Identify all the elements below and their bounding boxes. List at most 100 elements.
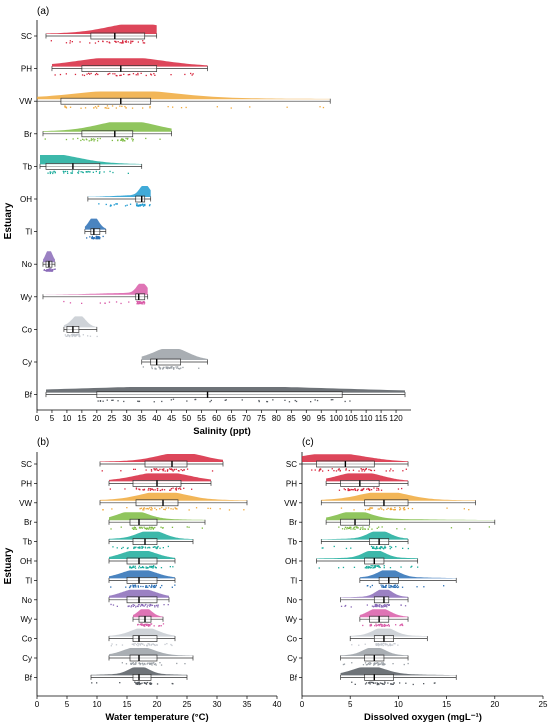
rain-point xyxy=(369,469,372,471)
rain-point xyxy=(144,546,146,548)
rain-point xyxy=(147,508,149,510)
rain-point xyxy=(115,203,117,205)
density-cloud xyxy=(91,667,187,676)
rain-point xyxy=(132,40,134,42)
rain-point xyxy=(143,526,145,528)
rain-point xyxy=(150,566,152,569)
rain-point xyxy=(392,683,394,685)
rain-point xyxy=(171,367,173,369)
rain-point xyxy=(97,105,100,107)
rain-point xyxy=(383,586,386,588)
rain-point xyxy=(188,509,190,511)
rain-point xyxy=(87,335,89,337)
rain-point xyxy=(141,623,143,625)
rain-point xyxy=(48,270,50,272)
rain-point xyxy=(82,334,84,336)
rain-point xyxy=(360,468,362,470)
rain-point xyxy=(154,367,156,369)
rain-point xyxy=(161,400,163,403)
y-tick-label: Tl xyxy=(25,228,32,237)
rain-point xyxy=(122,138,125,141)
rain-point xyxy=(384,605,386,608)
rain-point xyxy=(383,548,385,550)
rain-point xyxy=(180,488,182,490)
rain-point xyxy=(116,203,118,205)
rain-point xyxy=(380,606,382,608)
rain-point xyxy=(109,170,111,173)
rain-point xyxy=(294,399,296,402)
rain-point xyxy=(150,526,153,529)
rain-point xyxy=(148,585,150,587)
rain-point xyxy=(404,605,407,607)
rain-point xyxy=(369,624,371,627)
rain-point xyxy=(364,662,367,664)
rain-point xyxy=(115,40,117,43)
rain-point xyxy=(382,663,384,666)
density-cloud xyxy=(45,24,157,34)
x-tick-label: 60 xyxy=(212,414,221,423)
rain-point xyxy=(364,643,366,645)
rain-point xyxy=(73,335,75,337)
x-tick-label: 90 xyxy=(302,414,311,423)
y-tick-label: No xyxy=(22,260,33,269)
rain-point xyxy=(180,367,182,369)
rain-point xyxy=(155,585,157,587)
rain-point xyxy=(350,606,352,608)
rain-point xyxy=(344,489,346,491)
rain-point xyxy=(142,605,144,607)
rain-point xyxy=(387,682,389,684)
rain-point xyxy=(378,606,381,608)
density-cloud xyxy=(302,454,409,462)
y-tick-label: VW xyxy=(19,97,32,106)
rain-point xyxy=(50,40,52,42)
rain-point xyxy=(93,237,96,239)
rain-point xyxy=(161,584,163,587)
rain-point xyxy=(138,681,141,683)
rain-point xyxy=(111,139,113,142)
rain-point xyxy=(160,567,163,569)
rain-point xyxy=(385,604,387,606)
density-cloud xyxy=(321,492,476,501)
rain-point xyxy=(433,682,435,684)
rain-point xyxy=(184,73,186,76)
rain-point xyxy=(139,662,141,665)
rain-point xyxy=(155,604,158,607)
raincloud-vw: VW xyxy=(19,91,331,109)
rain-point xyxy=(386,508,388,510)
rain-point xyxy=(370,681,372,683)
rain-point xyxy=(342,663,345,666)
y-tick-label: Co xyxy=(22,325,33,334)
rain-point xyxy=(66,335,68,337)
rain-point xyxy=(352,489,354,491)
rain-point xyxy=(394,586,396,588)
rain-point xyxy=(151,585,153,587)
rain-point xyxy=(46,269,48,271)
rain-point xyxy=(380,489,383,491)
rain-point xyxy=(144,623,146,625)
rain-point xyxy=(151,565,153,568)
rain-point xyxy=(83,139,85,141)
rain-point xyxy=(99,171,101,173)
rain-point xyxy=(133,663,136,665)
rain-point xyxy=(381,508,383,510)
rain-point xyxy=(140,204,142,206)
rain-point xyxy=(377,682,379,685)
rain-point xyxy=(377,664,379,666)
rain-point xyxy=(390,683,392,685)
raincloud-oh: OH xyxy=(285,551,419,569)
rain-point xyxy=(148,644,150,646)
rain-point xyxy=(137,301,139,303)
density-cloud xyxy=(340,667,457,676)
rain-point xyxy=(155,468,158,470)
raincloud-bf: Bf xyxy=(24,387,406,403)
rain-point xyxy=(369,509,371,511)
rain-point xyxy=(138,488,140,490)
density-cloud xyxy=(63,316,97,328)
rain-point xyxy=(379,547,381,549)
rain-point xyxy=(151,662,153,664)
rain-point xyxy=(155,368,157,370)
rain-point xyxy=(349,488,351,491)
rain-point xyxy=(141,527,143,529)
rain-point xyxy=(116,547,118,549)
rain-point xyxy=(136,203,138,205)
